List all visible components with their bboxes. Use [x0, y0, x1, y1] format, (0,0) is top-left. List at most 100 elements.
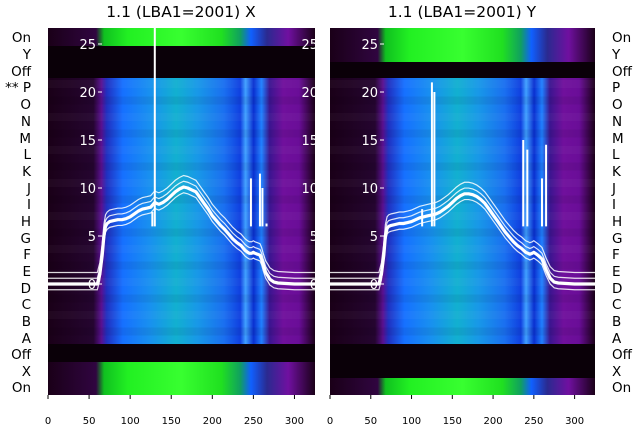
- panel-x-row-stripes: [48, 96, 315, 336]
- row-label: K: [22, 164, 32, 180]
- x-tick-label: 0: [327, 416, 333, 427]
- panel-x-y-ticks: 0 5 10 15 20 25 0 5 10 15 20 25: [79, 38, 318, 293]
- row-label: C: [612, 297, 621, 313]
- y-tick-label: 15: [79, 134, 96, 149]
- row-stripe: [48, 294, 315, 303]
- row-stripe: [48, 311, 315, 319]
- row-label: Off: [11, 347, 32, 363]
- row-stripe: [330, 245, 595, 253]
- row-stripe: [330, 162, 595, 171]
- row-label: H: [612, 214, 622, 230]
- row-stripe: [48, 195, 315, 204]
- row-label: On: [12, 380, 31, 396]
- row-stripe: [330, 327, 595, 336]
- row-stripe: [48, 113, 315, 121]
- series-line-thin: [330, 198, 595, 291]
- panel-y-green-band-bottom: [330, 378, 595, 395]
- y-tick-label: 10: [361, 182, 378, 197]
- y-tick-label: 5: [310, 230, 318, 245]
- row-label: B: [22, 314, 31, 330]
- panel-y-green-band-top: [330, 28, 595, 62]
- panel-y-y-ticks: 0 5 10 15 20 25: [361, 38, 384, 293]
- row-stripe: [330, 311, 595, 319]
- row-label: M: [19, 131, 31, 147]
- panel-x-dark-band-top: [48, 46, 315, 78]
- row-label: Y: [611, 47, 621, 63]
- y-tick-label: 10: [79, 182, 96, 197]
- row-label: Y: [22, 47, 32, 63]
- panel-x-heatmap: 0 5 10 15 20 25 0 5 10 15 20 25: [48, 28, 318, 395]
- series-line: [48, 185, 315, 286]
- row-label: A: [22, 331, 32, 347]
- row-label: D: [21, 281, 31, 297]
- x-tick-label: 50: [364, 416, 377, 427]
- row-label: D: [612, 281, 622, 297]
- y-tick-label: 10: [301, 182, 318, 197]
- panel-x-lines: [48, 28, 315, 291]
- row-label: O: [612, 97, 623, 113]
- row-stripe: [330, 96, 595, 105]
- panel-y-x-ticks: 0 50 100 150 200 250 300: [327, 395, 584, 427]
- panel-y-title: 1.1 (LBA1=2001) Y: [388, 3, 537, 21]
- y-tick-label: 5: [370, 230, 378, 245]
- row-label: X: [612, 364, 621, 380]
- row-stripe: [330, 129, 595, 138]
- y-tick-label: 20: [79, 86, 96, 101]
- row-label: L: [612, 147, 620, 163]
- row-label: ** P: [5, 80, 31, 96]
- panel-x-title: 1.1 (LBA1=2001) X: [106, 3, 256, 21]
- y-tick-label: 25: [301, 38, 318, 53]
- row-label: B: [612, 314, 621, 330]
- series-line-thin: [330, 187, 595, 279]
- row-label: On: [612, 380, 631, 396]
- row-label: I: [612, 197, 616, 213]
- y-tick-label: 25: [79, 38, 96, 53]
- row-label: Off: [612, 64, 633, 80]
- row-stripe: [48, 212, 315, 220]
- row-label: I: [27, 197, 31, 213]
- series-line: [330, 192, 595, 286]
- row-stripe: [330, 294, 595, 303]
- row-label: F: [612, 247, 620, 263]
- row-label: O: [20, 97, 31, 113]
- x-tick-label: 150: [443, 416, 462, 427]
- panel-y-spectrum: [330, 28, 595, 395]
- row-label: A: [612, 331, 622, 347]
- panel-x-green-band-top: [48, 28, 315, 46]
- series-line-thin: [48, 180, 315, 279]
- row-label: H: [21, 214, 31, 230]
- y-tick-label: 20: [361, 86, 378, 101]
- row-stripe: [330, 113, 595, 121]
- y-tick-label: 0: [310, 278, 318, 293]
- x-tick-label: 200: [484, 416, 503, 427]
- row-stripe: [48, 162, 315, 171]
- row-stripe: [48, 129, 315, 138]
- x-tick-label: 100: [402, 416, 421, 427]
- x-tick-label: 250: [244, 416, 263, 427]
- row-label: G: [21, 231, 31, 247]
- series-line-thin: [330, 181, 595, 274]
- panel-y-lines: [330, 82, 595, 291]
- x-tick-label: 300: [565, 416, 584, 427]
- row-label: J: [26, 181, 31, 197]
- y-tick-label: 5: [88, 230, 96, 245]
- row-label: F: [23, 247, 31, 263]
- panel-x-spectrum: [48, 28, 315, 395]
- row-label: Off: [11, 64, 32, 80]
- panel-y-dark-band-bottom: [330, 344, 595, 378]
- row-label: K: [612, 164, 622, 180]
- y-tick-label: 15: [361, 134, 378, 149]
- x-tick-label: 300: [285, 416, 304, 427]
- row-label: P: [612, 80, 620, 96]
- row-stripe: [48, 245, 315, 253]
- y-tick-label: 20: [301, 86, 318, 101]
- row-stripe: [330, 212, 595, 220]
- series-line-thin: [48, 174, 315, 274]
- y-tick-label: 25: [361, 38, 378, 53]
- row-label: C: [22, 297, 31, 313]
- x-tick-label: 150: [162, 416, 181, 427]
